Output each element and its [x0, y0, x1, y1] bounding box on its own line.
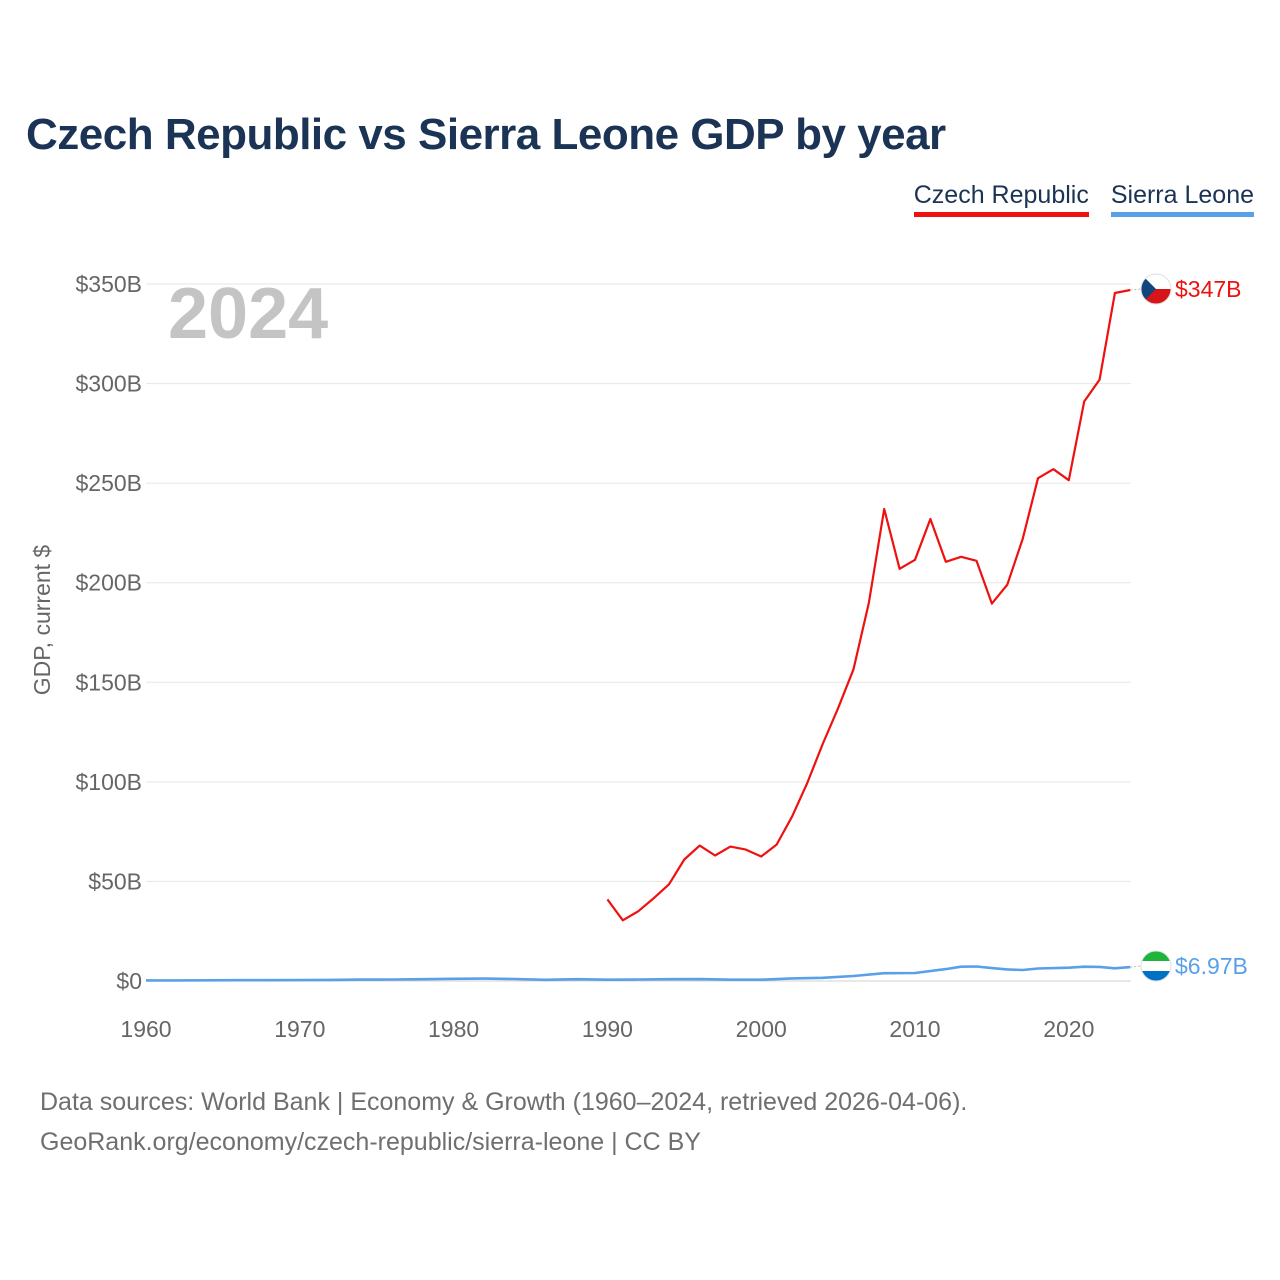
year-watermark: 2024	[168, 274, 328, 354]
y-tick-label: $200B	[75, 570, 142, 596]
end-label-cz: $347B	[1175, 276, 1242, 302]
y-tick-label: $50B	[88, 868, 142, 894]
series-lines	[146, 288, 1131, 982]
x-tick-label: 2000	[736, 1016, 787, 1042]
gridlines	[146, 283, 1131, 982]
sierra-leone-flag-icon	[1141, 951, 1171, 981]
legend: Czech Republic Sierra Leone	[913, 180, 1254, 217]
y-tick-label: $300B	[75, 371, 142, 397]
chart-title: Czech Republic vs Sierra Leone GDP by ye…	[26, 110, 946, 159]
legend-item-czech-republic[interactable]: Czech Republic	[913, 180, 1089, 217]
x-tick-label: 1960	[120, 1016, 171, 1042]
y-axis-label: GDP, current $	[29, 545, 55, 696]
x-tick-label: 2020	[1043, 1016, 1094, 1042]
x-tick-label: 1980	[428, 1016, 479, 1042]
footer: Data sources: World Bank | Economy & Gro…	[40, 1082, 967, 1162]
y-axis-ticks: $0 $50B $100B $150B $200B $250B $300B $350B	[75, 271, 142, 994]
connector-sl	[1130, 965, 1142, 968]
data-sources-text: Data sources: World Bank | Economy & Gro…	[40, 1088, 968, 1116]
czech-flag-icon	[1141, 274, 1171, 304]
series-line-sl	[146, 965, 1131, 982]
y-tick-label: $100B	[75, 769, 142, 795]
x-tick-label: 1970	[274, 1016, 325, 1042]
end-value-labels: $347B $6.97B	[1130, 276, 1248, 979]
y-tick-label: $0	[116, 968, 142, 994]
legend-item-sierra-leone[interactable]: Sierra Leone	[1110, 180, 1254, 217]
connector-cz	[1130, 288, 1142, 291]
y-tick-label: $350B	[75, 271, 142, 297]
end-label-sl: $6.97B	[1175, 953, 1248, 979]
x-tick-label: 1990	[582, 1016, 633, 1042]
attribution-link[interactable]: GeoRank.org/economy/czech-republic/sierr…	[40, 1128, 701, 1156]
x-axis-ticks: 1960 1970 1980 1990 2000 2010 2020	[120, 1016, 1094, 1042]
y-tick-label: $250B	[75, 470, 142, 496]
x-tick-label: 2010	[889, 1016, 940, 1042]
y-tick-label: $150B	[75, 669, 142, 695]
series-line-cz	[606, 288, 1131, 922]
